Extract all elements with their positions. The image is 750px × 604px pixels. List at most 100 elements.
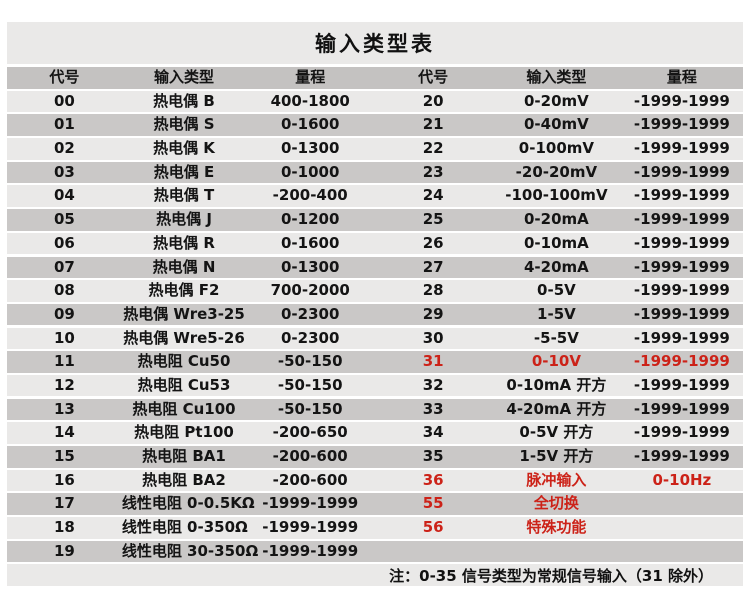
table-row: 19 线性电阻 30-350Ω -1999-1999 [7, 540, 743, 563]
code-cell: 23 [422, 162, 444, 181]
range-cell: 0-2300 [281, 304, 340, 323]
range-cell: -1999-1999 [262, 494, 359, 513]
code-cell: 08 [53, 281, 75, 300]
header-type-right: 输入类型 [526, 68, 587, 86]
type-cell: 4-20mA 开方 [506, 399, 607, 418]
range-cell: 0-10Hz [652, 470, 712, 489]
code-cell: 09 [53, 304, 75, 323]
code-cell: 25 [422, 210, 444, 229]
code-cell: 36 [422, 470, 444, 489]
range-cell: -50-150 [277, 399, 343, 418]
range-cell: 0-2300 [281, 328, 340, 347]
type-cell: 特殊功能 [526, 518, 587, 537]
type-cell: 热电阻 Cu53 [137, 375, 231, 394]
code-cell: 21 [422, 115, 444, 134]
code-cell: 03 [53, 162, 75, 181]
header-row: 代号 输入类型 量程 代号 输入类型 量程 [7, 67, 743, 89]
header-type-left: 输入类型 [153, 68, 214, 86]
type-cell: 0-5V [537, 281, 576, 300]
type-cell: 1-5V 开方 [519, 447, 594, 465]
code-cell: 33 [422, 399, 444, 418]
type-cell: 热电阻 Pt100 [134, 423, 234, 442]
code-cell: 24 [422, 186, 444, 205]
code-cell: 17 [53, 494, 75, 513]
type-cell: 0-10mA 开方 [506, 375, 607, 394]
type-cell: 热电偶 N [152, 257, 216, 276]
type-cell: 热电阻 BA2 [142, 470, 226, 489]
type-cell: 热电偶 T [153, 186, 215, 205]
type-cell: 0-20mV [524, 91, 589, 110]
code-cell: 35 [422, 447, 444, 465]
code-cell: 04 [53, 186, 75, 205]
table-row: 06 热电偶 R 0-1600 26 0-10mA -1999-1999 [7, 232, 743, 255]
code-cell: 16 [53, 470, 75, 489]
range-cell: -200-600 [272, 470, 348, 489]
code-cell: 28 [422, 281, 444, 300]
range-cell: -1999-1999 [633, 423, 730, 442]
code-cell: 14 [53, 423, 75, 442]
table-row: 13 热电阻 Cu100 -50-150 33 4-20mA 开方 -1999-1999 [7, 398, 743, 421]
type-cell: -20-20mV [515, 162, 598, 181]
table-row: 01 热电偶 S 0-1600 21 0-40mV -1999-1999 [7, 114, 743, 136]
range-cell: -1999-1999 [633, 186, 730, 205]
range-cell: -200-600 [272, 447, 348, 465]
code-cell: 02 [53, 139, 75, 158]
table-row: 07 热电偶 N 0-1300 27 4-20mA -1999-1999 [7, 256, 743, 278]
header-code-left: 代号 [49, 68, 80, 86]
type-cell: 线性电阻 30-350Ω [121, 541, 259, 560]
type-cell: 0-100mV [518, 139, 594, 158]
table-row: 18 线性电阻 0-350Ω -1999-1999 56 特殊功能 [7, 517, 743, 539]
code-cell: 19 [53, 541, 75, 560]
type-cell: 线性电阻 0-350Ω [121, 518, 248, 537]
range-cell: -1999-1999 [633, 115, 730, 134]
table-note: 注：0-35 信号类型为常规信号输入（31 除外） [389, 566, 713, 585]
code-cell: 27 [422, 257, 444, 276]
table-row: 17 线性电阻 0-0.5KΩ -1999-1999 55 全切换 [7, 493, 743, 515]
code-cell: 11 [53, 352, 75, 371]
range-cell: 0-1600 [281, 115, 340, 134]
table-row: 10 热电偶 Wre5-26 0-2300 30 -5-5V -1999-1999 [7, 327, 743, 350]
table-row: 04 热电偶 T -200-400 24 -100-100mV -1999-1999 [7, 185, 743, 207]
range-cell: -200-400 [272, 186, 348, 205]
code-cell: 06 [53, 233, 75, 252]
range-cell: 0-1000 [281, 162, 340, 181]
header-code-right: 代号 [418, 68, 449, 86]
code-cell: 18 [53, 518, 75, 537]
range-cell: -1999-1999 [633, 210, 730, 229]
range-cell: 0-1300 [281, 139, 340, 158]
range-cell: -1999-1999 [262, 541, 359, 560]
range-cell: -1999-1999 [262, 518, 359, 537]
type-cell: 热电偶 K [153, 139, 215, 158]
range-cell: -1999-1999 [633, 447, 730, 465]
range-cell: 700-2000 [270, 281, 350, 300]
range-cell: -1999-1999 [633, 257, 730, 276]
range-cell: 0-1600 [281, 233, 340, 252]
type-cell: 热电偶 Wre3-25 [123, 304, 245, 323]
type-cell: 热电偶 B [153, 91, 215, 110]
range-cell: -1999-1999 [633, 233, 730, 252]
type-cell: 脉冲输入 [526, 470, 587, 489]
type-cell: 热电偶 Wre5-26 [123, 328, 245, 347]
code-cell: 26 [422, 233, 444, 252]
type-cell: 0-5V 开方 [519, 423, 594, 442]
code-cell: 05 [53, 210, 75, 229]
code-cell: 07 [53, 257, 75, 276]
code-cell: 12 [53, 375, 75, 394]
table-body: 00 热电偶 B 400-1800 20 0-20mV -1999-1999 01 热电偶 S… [7, 90, 743, 563]
table-row: 00 热电偶 B 400-1800 20 0-20mV -1999-1999 [7, 90, 743, 113]
range-cell: -50-150 [277, 352, 343, 371]
type-cell: 0-40mV [524, 115, 589, 134]
range-cell: -1999-1999 [633, 352, 730, 371]
table-row: 16 热电阻 BA2 -200-600 36 脉冲输入 0-10Hz [7, 469, 743, 492]
type-cell: 全切换 [533, 494, 579, 513]
table-row: 12 热电阻 Cu53 -50-150 32 0-10mA 开方 -1999-1999 [7, 374, 743, 397]
range-cell: 0-1300 [281, 257, 340, 276]
table-row: 02 热电偶 K 0-1300 22 0-100mV -1999-1999 [7, 138, 743, 160]
type-cell: 4-20mA [524, 257, 589, 276]
type-cell: 0-10V [531, 352, 581, 371]
range-cell: 0-1200 [281, 210, 340, 229]
range-cell: -1999-1999 [633, 91, 730, 110]
type-cell: 热电偶 J [156, 210, 212, 229]
table-row: 05 热电偶 J 0-1200 25 0-20mA -1999-1999 [7, 209, 743, 231]
type-cell: -100-100mV [505, 186, 608, 205]
